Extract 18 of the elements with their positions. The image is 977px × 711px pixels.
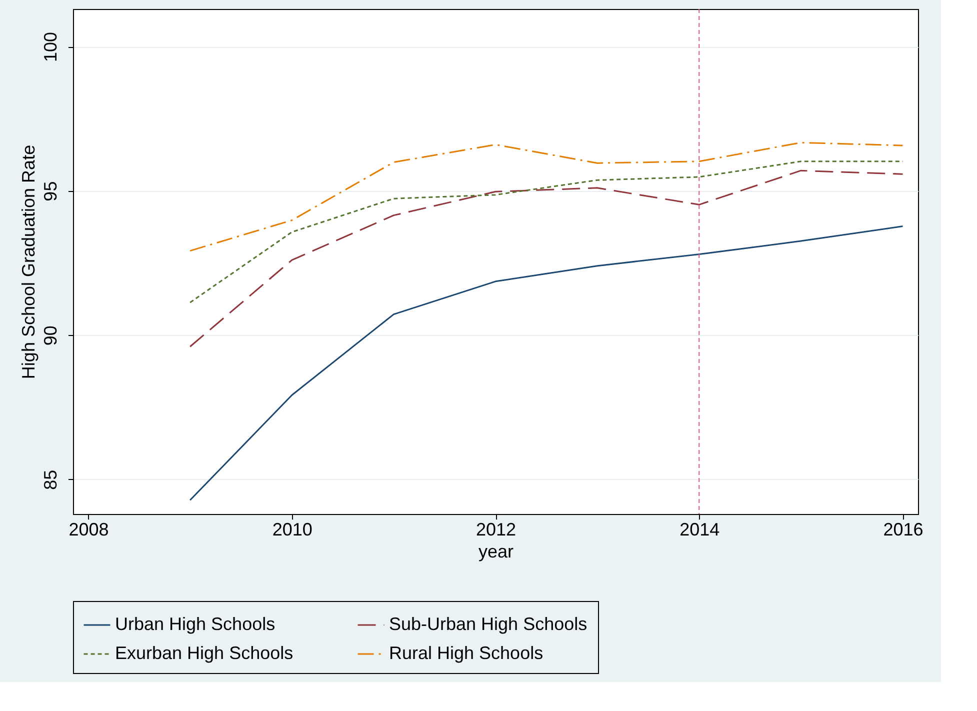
legend-label: Exurban High Schools — [115, 643, 294, 663]
x-tick-label: 2014 — [680, 520, 720, 540]
line-series — [189, 226, 904, 501]
y-tick-label: 85 — [40, 470, 60, 490]
legend-label: Rural High Schools — [389, 643, 544, 663]
line-series — [189, 170, 904, 348]
legend-label: Sub-Urban High Schools — [389, 614, 588, 634]
x-tick-label: 2012 — [476, 520, 516, 540]
y-tick-label: 90 — [40, 326, 60, 346]
x-tick-label: 2010 — [272, 520, 312, 540]
x-tick-label: 2016 — [883, 520, 924, 540]
line-series — [189, 142, 904, 252]
y-tick-label: 100 — [40, 32, 60, 62]
legend-label: Urban High Schools — [115, 614, 276, 634]
y-tick-label: 95 — [40, 181, 60, 202]
x-tick-label: 2008 — [68, 520, 109, 540]
y-axis-title: High School Graduation Rate — [18, 144, 38, 380]
x-axis-title: year — [478, 542, 514, 562]
